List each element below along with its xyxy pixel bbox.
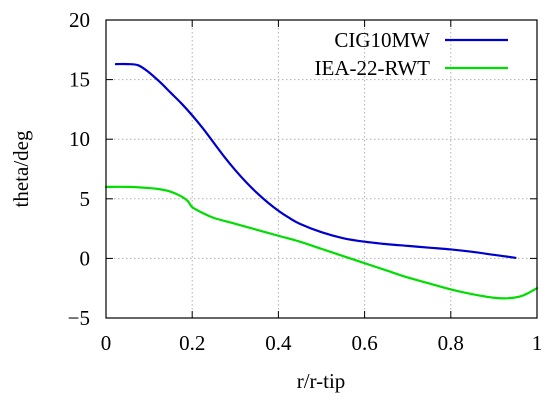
x-axis-label: r/r-tip — [297, 369, 346, 393]
series-line-cig10mw — [114, 62, 517, 259]
x-tick-label: 1 — [532, 331, 543, 355]
x-tick-label: 0.2 — [179, 331, 205, 355]
y-tick-label: 15 — [69, 68, 90, 92]
tick-labels: 0 0.2 0.4 0.6 0.8 1 −5 0 5 10 15 20 — [68, 8, 543, 355]
legend-label: IEA-22-RWT — [315, 56, 431, 80]
x-tick-label: 0.4 — [265, 331, 292, 355]
y-axis-label: theta/deg — [9, 130, 33, 207]
y-tick-label: 20 — [69, 8, 90, 32]
y-tick-label: 0 — [80, 246, 91, 270]
legend-label: CIG10MW — [334, 28, 430, 52]
y-tick-label: 5 — [80, 187, 91, 211]
x-tick-label: 0 — [101, 331, 112, 355]
plot-frame — [105, 19, 538, 319]
grid — [106, 20, 537, 318]
y-tick-label: 10 — [69, 127, 90, 151]
plot-area — [106, 20, 537, 318]
ticks — [105, 19, 538, 319]
series-group — [104, 62, 539, 300]
y-tick-label: −5 — [68, 306, 90, 330]
series-line-iea-22-rwt — [104, 185, 539, 300]
x-tick-label: 0.6 — [351, 331, 377, 355]
x-tick-label: 0.8 — [438, 331, 464, 355]
legend: CIG10MW IEA-22-RWT — [315, 28, 508, 80]
